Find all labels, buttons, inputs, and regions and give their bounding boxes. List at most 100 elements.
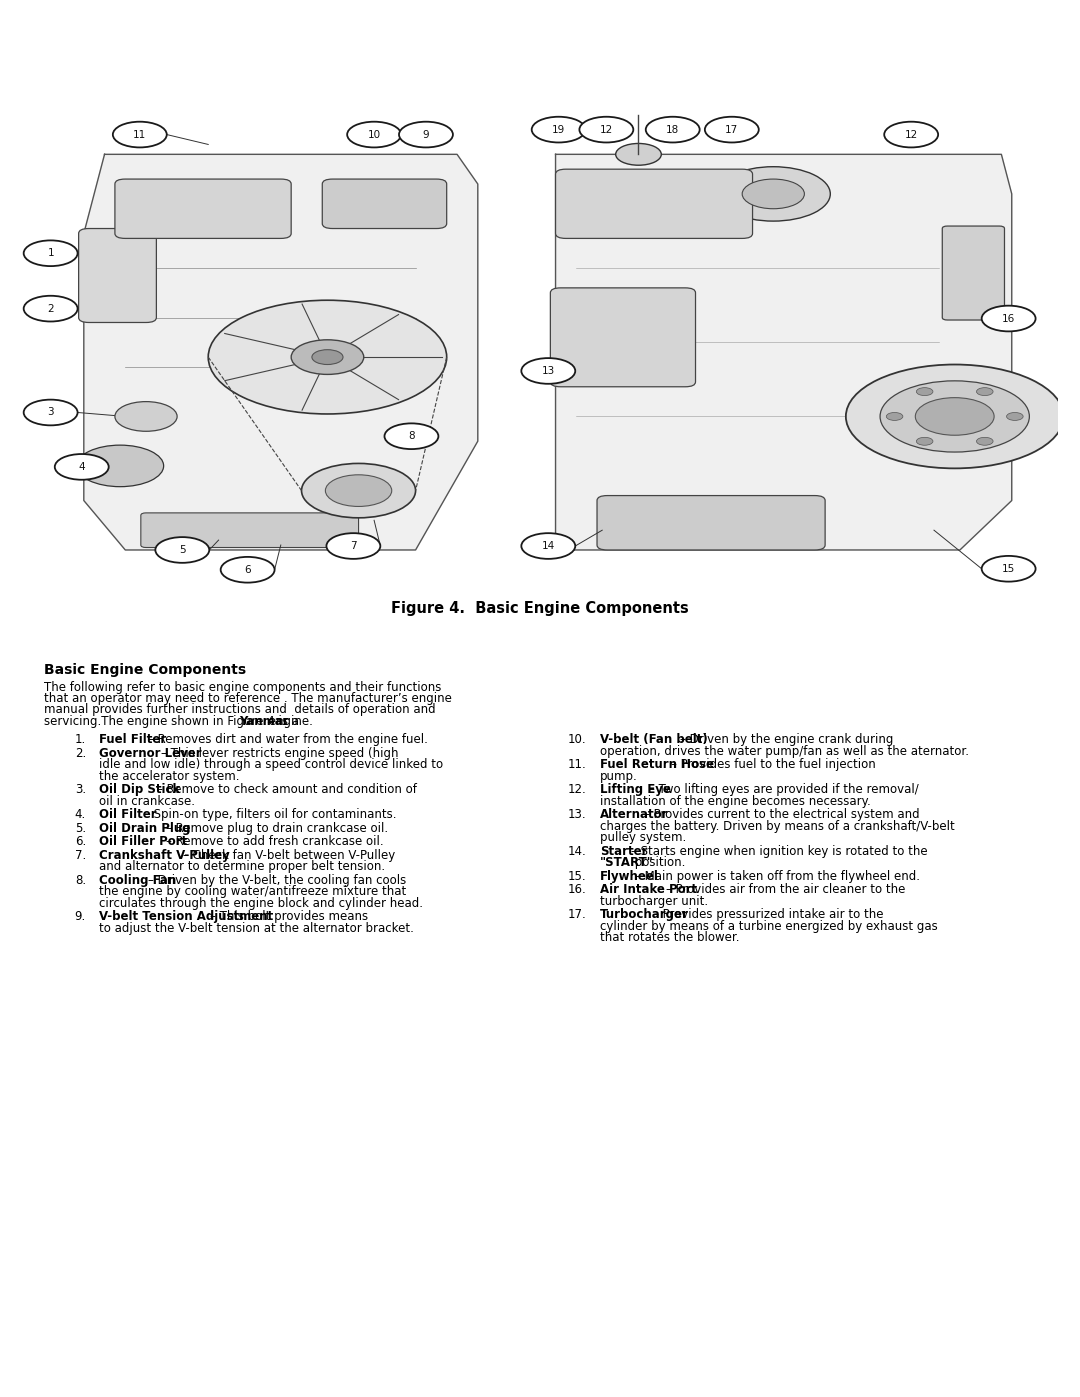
Text: 2.: 2. <box>75 747 86 760</box>
Polygon shape <box>555 154 1012 550</box>
Text: 16.: 16. <box>568 883 586 897</box>
Text: – Remove to add fresh crankcase oil.: – Remove to add fresh crankcase oil. <box>165 835 383 848</box>
Text: – This lever restricts engine speed (high: – This lever restricts engine speed (hig… <box>161 747 399 760</box>
Text: Starter: Starter <box>600 845 648 858</box>
Text: Governor Lever: Governor Lever <box>99 747 202 760</box>
Text: 15.: 15. <box>568 870 586 883</box>
Text: the engine by cooling water/antifreeze mixture that: the engine by cooling water/antifreeze m… <box>99 886 406 898</box>
Text: cylinder by means of a turbine energized by exhaust gas: cylinder by means of a turbine energized… <box>600 919 937 933</box>
Text: that an operator may need to reference . The manufacturer’s engine: that an operator may need to reference .… <box>44 692 453 705</box>
Circle shape <box>976 437 994 446</box>
Text: – This bolt provides means: – This bolt provides means <box>210 911 368 923</box>
Circle shape <box>916 398 994 436</box>
FancyBboxPatch shape <box>322 179 447 229</box>
Text: 17.: 17. <box>568 908 586 922</box>
Circle shape <box>55 454 109 479</box>
Text: 14.: 14. <box>568 845 586 858</box>
FancyBboxPatch shape <box>597 496 825 550</box>
Text: – Spin-on type, filters oil for contaminants.: – Spin-on type, filters oil for contamin… <box>144 809 396 821</box>
Circle shape <box>616 144 661 165</box>
Text: 5: 5 <box>179 545 186 555</box>
Text: 13.: 13. <box>568 809 586 821</box>
Text: – Starts engine when ignition key is rotated to the: – Starts engine when ignition key is rot… <box>631 845 928 858</box>
Circle shape <box>522 534 576 559</box>
FancyBboxPatch shape <box>79 229 157 323</box>
Text: operation, drives the water pump/fan as well as the aternator.: operation, drives the water pump/fan as … <box>600 745 969 757</box>
Circle shape <box>24 240 78 265</box>
Text: 11: 11 <box>133 130 147 140</box>
Text: 9.: 9. <box>75 911 86 923</box>
Text: Flywheel: Flywheel <box>600 870 659 883</box>
Text: Basic Engine Components: Basic Engine Components <box>44 664 246 678</box>
Text: pulley system.: pulley system. <box>600 831 687 844</box>
Text: 4.: 4. <box>75 809 86 821</box>
Text: 7: 7 <box>350 541 356 550</box>
Circle shape <box>292 339 364 374</box>
Text: 3: 3 <box>48 408 54 418</box>
Text: 12.: 12. <box>568 784 586 796</box>
Text: Figure 4.  Basic Engine Components: Figure 4. Basic Engine Components <box>391 601 689 616</box>
Text: 12: 12 <box>599 124 613 134</box>
Text: 18: 18 <box>666 124 679 134</box>
Text: PAGE 22 — STX-SERIES • RIDE-ON POWER TROWEL — OPERATION MANUAL — REV. #0 (03/15/: PAGE 22 — STX-SERIES • RIDE-ON POWER TRO… <box>240 1369 840 1380</box>
Text: – Removes dirt and water from the engine fuel.: – Removes dirt and water from the engine… <box>148 733 428 746</box>
Text: 7.: 7. <box>75 849 86 862</box>
Circle shape <box>646 117 700 142</box>
Circle shape <box>887 412 903 420</box>
Circle shape <box>880 381 1029 453</box>
Circle shape <box>531 117 585 142</box>
Circle shape <box>885 122 939 148</box>
Text: Alternator: Alternator <box>600 809 669 821</box>
Circle shape <box>742 179 805 208</box>
Text: – Driven by the V-belt, the cooling fan cools: – Driven by the V-belt, the cooling fan … <box>148 875 406 887</box>
Text: 1.: 1. <box>75 733 86 746</box>
Text: 5.: 5. <box>75 821 86 835</box>
Text: – Provides current to the electrical system and: – Provides current to the electrical sys… <box>645 809 920 821</box>
Text: circulates through the engine block and cylinder head.: circulates through the engine block and … <box>99 897 423 909</box>
Circle shape <box>24 296 78 321</box>
Text: – Main power is taken off from the flywheel end.: – Main power is taken off from the flywh… <box>635 870 920 883</box>
Text: 8.: 8. <box>75 875 86 887</box>
Text: 10: 10 <box>367 130 380 140</box>
Text: The following refer to basic engine components and their functions: The following refer to basic engine comp… <box>44 680 442 693</box>
Text: Fuel Return Hose: Fuel Return Hose <box>600 759 714 771</box>
Circle shape <box>705 117 759 142</box>
Text: – Two lifting eyes are provided if the removal/: – Two lifting eyes are provided if the r… <box>649 784 918 796</box>
Circle shape <box>24 400 78 425</box>
Circle shape <box>916 387 933 395</box>
Text: Oil Dip Stick: Oil Dip Stick <box>99 784 180 796</box>
Text: Oil Filler Port: Oil Filler Port <box>99 835 188 848</box>
Text: manual provides further instructions and  details of operation and: manual provides further instructions and… <box>44 704 436 717</box>
Text: 2: 2 <box>48 303 54 314</box>
Text: "START": "START" <box>600 856 654 869</box>
Circle shape <box>916 437 933 446</box>
Text: idle and low idle) through a speed control device linked to: idle and low idle) through a speed contr… <box>99 759 444 771</box>
Text: Crankshaft V-Pulley: Crankshaft V-Pulley <box>99 849 230 862</box>
Text: installation of the engine becomes necessary.: installation of the engine becomes neces… <box>600 795 870 807</box>
Text: Oil Drain Plug: Oil Drain Plug <box>99 821 195 835</box>
Text: – Provides pressurized intake air to the: – Provides pressurized intake air to the <box>653 908 883 922</box>
Text: pump.: pump. <box>600 770 638 782</box>
Text: that rotates the blower.: that rotates the blower. <box>600 932 740 944</box>
Circle shape <box>312 349 343 365</box>
Circle shape <box>522 358 576 384</box>
Circle shape <box>579 117 633 142</box>
Circle shape <box>114 401 177 432</box>
Text: Turbocharger: Turbocharger <box>600 908 689 922</box>
Text: position.: position. <box>631 856 686 869</box>
Circle shape <box>982 306 1036 331</box>
Text: Yanmar: Yanmar <box>239 715 288 728</box>
FancyBboxPatch shape <box>140 513 359 548</box>
Text: – Provides air from the air cleaner to the: – Provides air from the air cleaner to t… <box>666 883 906 897</box>
Circle shape <box>326 534 380 559</box>
Circle shape <box>77 446 164 486</box>
Text: Cooling Fan: Cooling Fan <box>99 875 177 887</box>
FancyBboxPatch shape <box>114 179 292 239</box>
FancyBboxPatch shape <box>555 169 753 239</box>
Text: Fuel Filter: Fuel Filter <box>99 733 166 746</box>
Circle shape <box>347 122 401 148</box>
Circle shape <box>301 464 416 518</box>
Text: – Provides fuel to the fuel injection: – Provides fuel to the fuel injection <box>671 759 876 771</box>
Text: charges the battery. Driven by means of a crankshaft/V-belt: charges the battery. Driven by means of … <box>600 820 955 833</box>
Circle shape <box>384 423 438 448</box>
